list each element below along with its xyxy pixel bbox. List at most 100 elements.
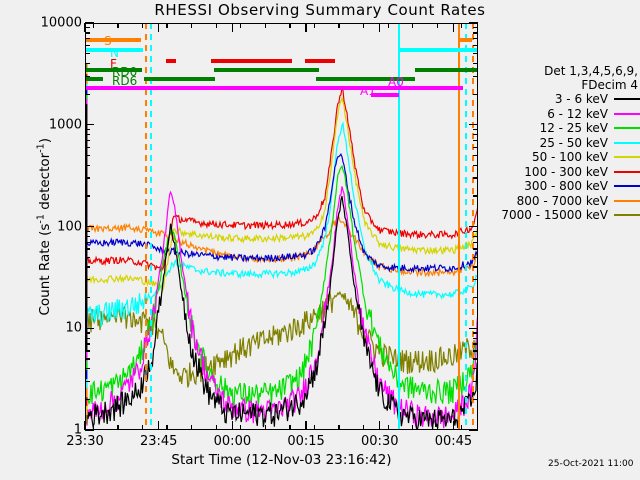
x-tick-minor — [436, 23, 438, 28]
n-marker: N — [110, 46, 119, 60]
y-tick-minor — [473, 368, 478, 370]
legend-entry-5[interactable]: 100 - 300 keV — [492, 165, 640, 180]
y-axis-title-part3: ) — [36, 138, 53, 144]
y-tick-minor — [85, 62, 90, 65]
legend-color-swatch — [614, 127, 640, 130]
y-tick-minor — [473, 350, 478, 352]
y-tick-minor — [473, 235, 478, 238]
x-tick-minor — [412, 23, 414, 28]
y-tick-minor — [85, 177, 90, 179]
y-tick-minor — [85, 32, 90, 34]
y-tick-minor — [85, 75, 90, 77]
y-tick-minor — [473, 164, 478, 166]
y-tick-minor — [473, 195, 478, 197]
y-tick-major — [469, 225, 478, 228]
legend-label: 800 - 7000 keV — [516, 193, 608, 208]
green-bar-rd0-1 — [85, 68, 142, 72]
y-tick-minor — [473, 128, 478, 131]
legend: Det 1,3,4,5,6,9, FDecim 4 3 - 6 keV 6 - 1… — [492, 64, 640, 223]
x-tick-minor — [387, 425, 389, 430]
x-tick-minor — [362, 425, 365, 430]
y-tick-major — [85, 225, 94, 228]
y-axis-title-sup2: -1 — [35, 143, 47, 153]
x-tick-minor — [166, 23, 168, 28]
y-tick-label-100: 100 — [57, 219, 82, 234]
y-tick-minor — [473, 256, 478, 258]
x-tick-label-0: 23:30 — [66, 434, 104, 449]
magenta-bar-full — [85, 86, 463, 90]
x-tick-label-3: 00:15 — [287, 434, 325, 449]
y-tick-label-10: 10 — [65, 320, 82, 336]
x-tick-minor — [289, 23, 291, 28]
legend-entry-2[interactable]: 12 - 25 keV — [492, 121, 640, 136]
y-tick-minor — [85, 380, 90, 383]
x-tick-minor — [387, 23, 389, 28]
x-tick-minor — [461, 23, 463, 28]
y-tick-minor — [473, 358, 478, 360]
x-tick-major — [379, 421, 381, 430]
y-tick-minor — [85, 38, 90, 40]
y-tick-minor — [85, 343, 90, 345]
x-tick-minor — [240, 23, 242, 28]
legend-entry-4[interactable]: 50 - 100 keV — [492, 150, 640, 165]
y-tick-minor — [473, 343, 478, 345]
rd6-marker: RD6 — [112, 74, 138, 88]
y-tick-major — [469, 124, 478, 126]
y-tick-minor — [473, 44, 478, 47]
x-tick-minor — [313, 425, 316, 430]
legend-label: 50 - 100 keV — [531, 150, 608, 165]
x-tick-minor — [289, 425, 291, 430]
orange-bar-right — [458, 38, 472, 42]
red-bar-2 — [211, 59, 292, 63]
x-tick-major — [158, 23, 160, 32]
legend-entry-0[interactable]: 3 - 6 keV — [492, 92, 640, 107]
y-tick-minor — [473, 146, 478, 149]
y-tick-minor — [473, 75, 478, 77]
legend-entry-3[interactable]: 25 - 50 keV — [492, 136, 640, 151]
y-tick-minor — [473, 279, 478, 281]
x-tick-minor — [215, 425, 217, 430]
y-tick-major — [469, 429, 478, 431]
legend-label: 300 - 800 keV — [524, 179, 608, 194]
x-tick-minor — [362, 23, 365, 28]
y-tick-minor — [473, 93, 478, 95]
vline-cyan-solid-right — [398, 23, 400, 430]
y-tick-minor — [473, 62, 478, 65]
y-axis-title: Count Rate (s-1 detector-1) — [35, 87, 53, 367]
legend-entry-8[interactable]: 7000 - 15000 keV — [492, 208, 640, 223]
y-tick-minor — [85, 398, 90, 401]
y-tick-minor — [473, 241, 478, 243]
vline-orange-dashed-left — [145, 23, 147, 430]
vline-cyan-dashed-right — [465, 23, 467, 430]
x-tick-minor — [338, 425, 340, 430]
left-edge-spike — [86, 104, 88, 352]
y-tick-minor — [85, 134, 90, 136]
legend-entry-6[interactable]: 300 - 800 keV — [492, 179, 640, 194]
x-tick-label-1: 23:45 — [139, 434, 178, 449]
y-axis-labels: 10000 1000 100 10 1 — [0, 0, 82, 480]
legend-label: 100 - 300 keV — [524, 164, 608, 179]
legend-entry-7[interactable]: 800 - 7000 keV — [492, 194, 640, 209]
y-tick-minor — [85, 248, 90, 250]
legend-entry-1[interactable]: 6 - 12 keV — [492, 107, 640, 122]
x-tick-minor — [240, 425, 242, 430]
legend-header-line2: FDecim 4 — [581, 78, 638, 92]
y-tick-minor — [473, 177, 478, 179]
y-tick-label-1: 1 — [73, 422, 82, 438]
green-bar-rd6-1 — [144, 77, 215, 81]
x-tick-major — [158, 421, 160, 430]
x-tick-major — [452, 23, 455, 32]
x-tick-minor — [141, 425, 144, 430]
y-tick-minor — [85, 44, 90, 47]
legend-color-swatch — [614, 199, 640, 202]
x-tick-major — [305, 421, 307, 430]
y-tick-minor — [85, 266, 90, 268]
plot-frame — [85, 23, 478, 430]
green-bar-rd6-3 — [85, 77, 103, 81]
vline-orange-solid-right — [458, 23, 460, 430]
y-tick-minor — [473, 134, 478, 136]
cyan-bar-left — [85, 48, 143, 52]
y-tick-minor — [85, 358, 90, 360]
legend-color-swatch — [614, 170, 640, 173]
y-tick-minor — [85, 368, 90, 370]
